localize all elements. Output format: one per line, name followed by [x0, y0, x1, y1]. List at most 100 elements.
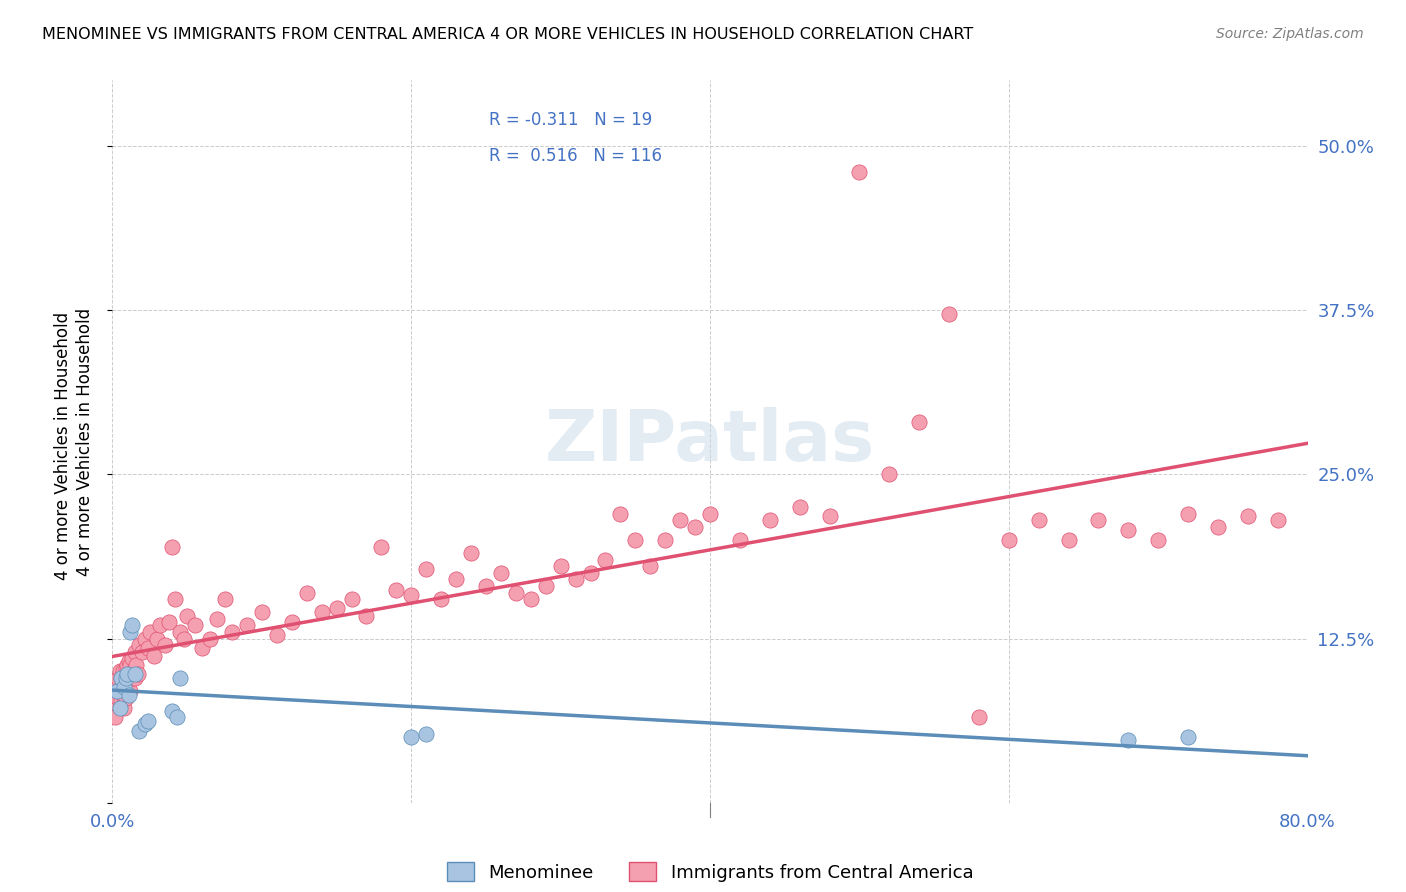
Point [146, 632, 169, 646]
Point [325, 601, 347, 615]
Point [1118, 523, 1140, 537]
Point [669, 513, 692, 527]
Point [105, 677, 128, 691]
Point [728, 533, 751, 547]
Point [121, 618, 143, 632]
Point [1177, 507, 1199, 521]
Point [385, 582, 408, 597]
Point [460, 546, 482, 560]
Point [640, 559, 662, 574]
Text: Source: ZipAtlas.com: Source: ZipAtlas.com [1216, 27, 1364, 41]
Point [1237, 509, 1260, 524]
Point [401, 730, 423, 744]
Point [143, 648, 166, 663]
Point [595, 553, 617, 567]
Point [111, 688, 134, 702]
Point [221, 625, 243, 640]
Point [114, 680, 135, 694]
Point [165, 592, 187, 607]
Point [118, 654, 141, 668]
Point [699, 507, 721, 521]
Point [759, 513, 782, 527]
Point [818, 509, 841, 524]
Point [938, 307, 960, 321]
Text: R = -0.311   N = 19: R = -0.311 N = 19 [489, 111, 652, 129]
Point [105, 698, 128, 712]
Point [124, 645, 146, 659]
Point [236, 618, 259, 632]
Point [624, 533, 647, 547]
Point [120, 625, 142, 640]
Point [998, 533, 1021, 547]
Point [134, 717, 156, 731]
Point [110, 671, 132, 685]
Point [169, 671, 191, 685]
Point [609, 507, 631, 521]
Point [128, 723, 150, 738]
Point [138, 714, 160, 729]
Point [114, 701, 135, 715]
Point [1028, 513, 1050, 527]
Point [415, 727, 437, 741]
Point [118, 688, 141, 702]
Point [110, 693, 132, 707]
Point [266, 627, 288, 641]
Point [121, 651, 143, 665]
Point [114, 671, 135, 685]
Point [214, 592, 236, 607]
Point [128, 638, 150, 652]
Point [108, 684, 131, 698]
Point [340, 592, 363, 607]
Point [115, 662, 138, 676]
Point [370, 540, 392, 554]
Point [138, 640, 160, 655]
Point [564, 573, 586, 587]
Point [139, 625, 162, 640]
Point [110, 671, 132, 685]
Point [117, 657, 139, 672]
Point [153, 638, 176, 652]
Y-axis label: 4 or more Vehicles in Household: 4 or more Vehicles in Household [76, 308, 94, 575]
Point [1118, 732, 1140, 747]
Point [124, 667, 146, 681]
Point [131, 645, 153, 659]
Point [505, 585, 527, 599]
Point [107, 690, 129, 705]
Point [183, 618, 205, 632]
Text: 4 or more Vehicles in Household: 4 or more Vehicles in Household [55, 312, 72, 580]
Point [107, 671, 129, 685]
Point [281, 615, 304, 629]
Point [1177, 730, 1199, 744]
Point [117, 680, 139, 694]
Point [105, 684, 128, 698]
Point [967, 710, 990, 724]
Point [250, 605, 273, 619]
Legend: Menominee, Immigrants from Central America: Menominee, Immigrants from Central Ameri… [439, 855, 981, 889]
Point [108, 665, 131, 679]
Point [166, 710, 188, 724]
Point [169, 625, 191, 640]
Point [120, 657, 142, 672]
Point [789, 500, 811, 515]
Point [1087, 513, 1109, 527]
Point [157, 615, 180, 629]
Point [120, 684, 142, 698]
Point [162, 704, 183, 718]
Point [173, 632, 195, 646]
Point [149, 618, 172, 632]
Point [134, 632, 156, 646]
Point [198, 632, 221, 646]
Point [176, 609, 198, 624]
Point [356, 609, 378, 624]
Point [118, 675, 141, 690]
Point [579, 566, 602, 580]
Point [104, 710, 127, 724]
Point [117, 667, 139, 681]
Point [550, 559, 572, 574]
Point [1206, 520, 1229, 534]
Point [879, 467, 901, 482]
Point [115, 690, 138, 705]
Point [520, 592, 543, 607]
Point [534, 579, 557, 593]
Point [162, 540, 183, 554]
